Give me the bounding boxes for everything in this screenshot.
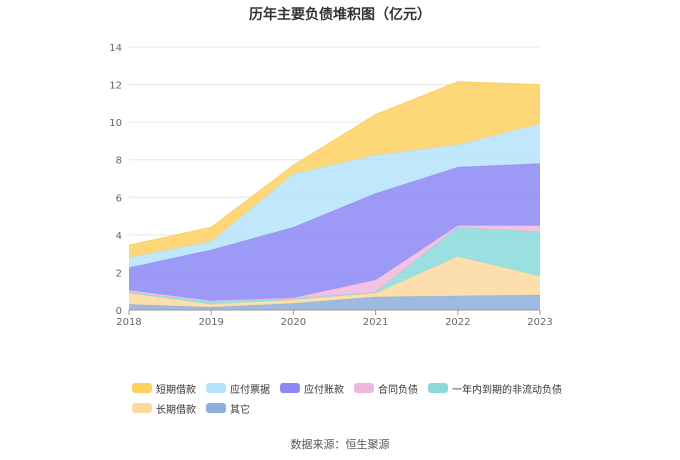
legend-swatch <box>354 383 374 393</box>
y-tick-label: 8 <box>116 156 122 167</box>
area-series-1 <box>129 295 540 310</box>
legend-swatch <box>206 403 226 413</box>
x-tick-label: 2021 <box>363 317 388 328</box>
legend-label: 应付账款 <box>304 384 344 396</box>
legend-item[interactable]: 合同负债 <box>354 381 418 396</box>
legend-swatch <box>206 383 226 393</box>
x-tick-label: 2019 <box>198 317 223 328</box>
y-tick-label: 0 <box>116 306 122 317</box>
legend-row: 长期借款 其它 <box>132 398 572 418</box>
legend-label: 短期借款 <box>156 384 196 396</box>
y-tick-label: 14 <box>109 43 122 54</box>
legend-label: 应付票据 <box>230 384 270 396</box>
legend-swatch <box>428 383 448 393</box>
chart-title: 历年主要负债堆积图（亿元） <box>249 7 431 23</box>
legend-item[interactable]: 长期借款 <box>132 401 196 416</box>
area-series-5 <box>129 163 540 301</box>
y-tick-label: 2 <box>116 268 122 279</box>
legend-label: 一年内到期的非流动负债 <box>452 384 562 396</box>
y-tick-label: 12 <box>109 81 122 92</box>
y-tick-label: 4 <box>116 231 122 242</box>
legend-item[interactable]: 一年内到期的非流动负债 <box>428 381 562 396</box>
legend-label: 其它 <box>230 404 250 416</box>
area-series-2 <box>129 256 540 308</box>
x-tick-label: 2020 <box>281 317 306 328</box>
x-tick-label: 2018 <box>116 317 141 328</box>
legend-swatch <box>280 383 300 393</box>
legend-item[interactable]: 应付账款 <box>280 381 344 396</box>
area-series-line-7 <box>128 81 541 246</box>
legend-swatch <box>132 403 152 413</box>
x-tick-label: 2022 <box>445 317 470 328</box>
legend-item[interactable]: 其它 <box>206 401 250 416</box>
legend: 短期借款 应付票据 应付账款 合同负债 一年内到期的非流动负债长期借款 其它 <box>132 378 572 418</box>
legend-row: 短期借款 应付票据 应付账款 合同负债 一年内到期的非流动负债 <box>132 378 572 398</box>
y-tick-label: 6 <box>116 193 122 204</box>
area-series-3 <box>129 227 540 305</box>
legend-label: 长期借款 <box>156 404 196 416</box>
legend-label: 合同负债 <box>378 384 418 396</box>
legend-item[interactable]: 应付票据 <box>206 381 270 396</box>
data-source: 数据来源：恒生聚源 <box>290 438 390 451</box>
legend-swatch <box>132 383 152 393</box>
x-tick-label: 2023 <box>527 317 552 328</box>
area-series-6 <box>129 124 540 268</box>
area-series-7 <box>129 81 540 258</box>
legend-item[interactable]: 短期借款 <box>132 381 196 396</box>
y-tick-label: 10 <box>109 118 122 129</box>
